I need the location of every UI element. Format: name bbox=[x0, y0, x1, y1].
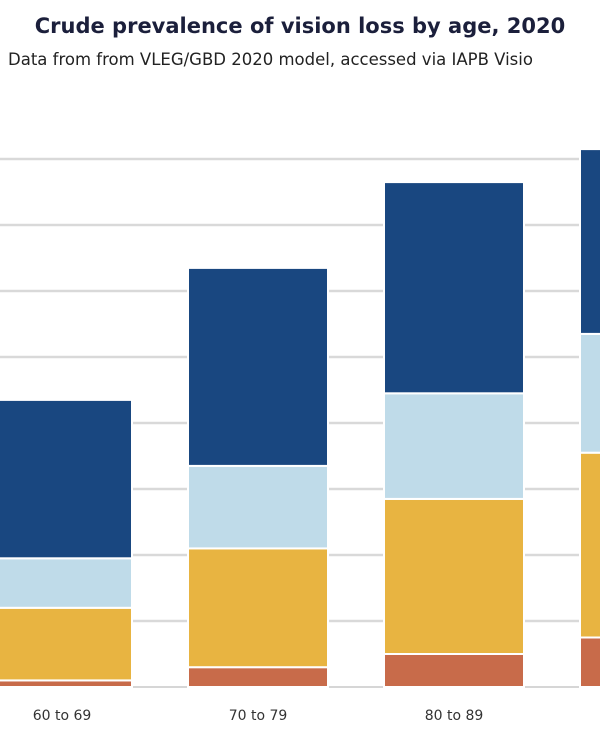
bar-segment bbox=[383, 392, 525, 500]
bar-segment bbox=[383, 497, 525, 655]
bar-segment bbox=[187, 266, 329, 467]
bar-segment bbox=[579, 332, 600, 454]
bar-segment bbox=[579, 451, 600, 639]
bar-segment bbox=[579, 636, 600, 688]
bars bbox=[0, 148, 600, 689]
bar-segment bbox=[187, 547, 329, 669]
bar-segment bbox=[383, 181, 525, 395]
chart-title: Crude prevalence of vision loss by age, … bbox=[34, 14, 566, 38]
x-tick-label: 80 to 89 bbox=[425, 708, 484, 724]
x-tick-labels: 60 to 69 70 to 79 80 to 89 bbox=[33, 708, 484, 724]
bar-segment bbox=[579, 148, 600, 335]
chart-subtitle: Data from from VLEG/GBD 2020 model, acce… bbox=[8, 50, 533, 69]
bar-segment bbox=[0, 606, 133, 682]
bar-segment bbox=[187, 666, 329, 689]
bar-segment bbox=[383, 653, 525, 688]
x-tick-label: 60 to 69 bbox=[33, 708, 92, 724]
bar-segment bbox=[0, 557, 133, 609]
bar-segment bbox=[0, 398, 133, 560]
bar-segment bbox=[187, 464, 329, 550]
x-tick-label: 70 to 79 bbox=[229, 708, 288, 724]
